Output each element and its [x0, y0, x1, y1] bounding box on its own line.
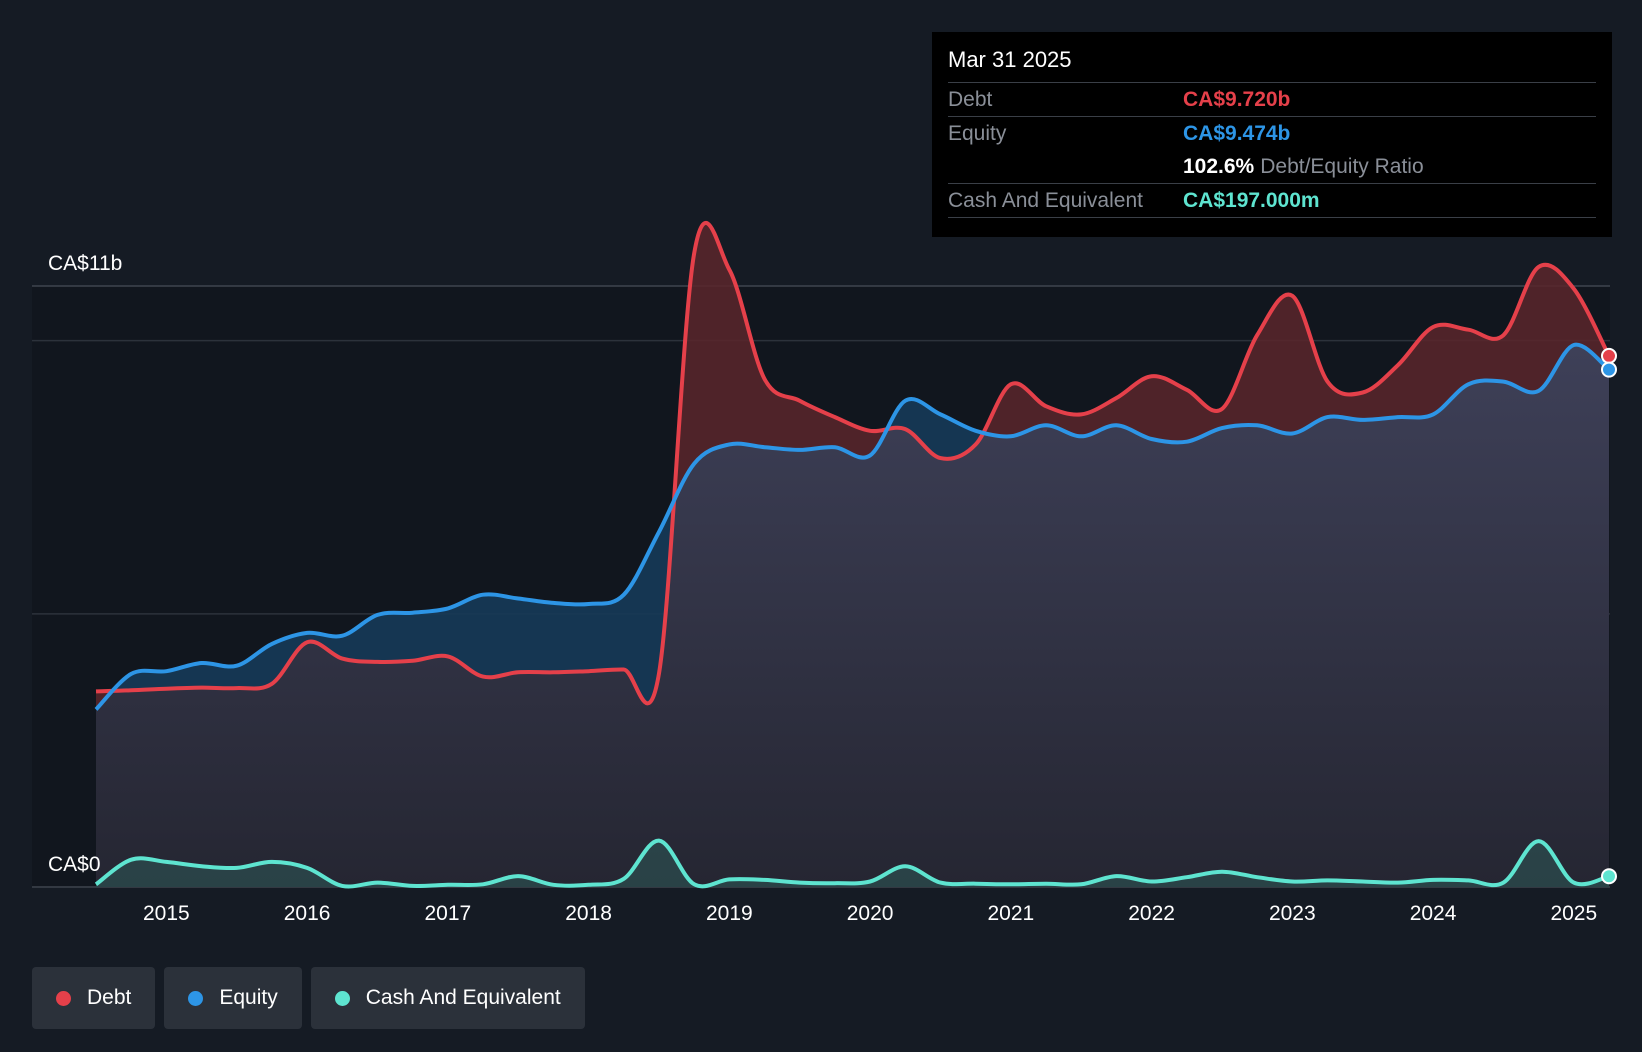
series-areas: [96, 222, 1609, 888]
tooltip-cash-value: CA$197.000m: [1183, 189, 1320, 212]
tooltip-cash-label: Cash And Equivalent: [948, 189, 1143, 212]
tooltip-cash-row: Cash And Equivalent CA$197.000m: [948, 184, 1596, 218]
legend: Debt Equity Cash And Equivalent: [32, 967, 585, 1029]
x-tick-label: 2025: [1550, 902, 1597, 925]
legend-label-debt: Debt: [87, 986, 132, 1009]
x-tick-label: 2015: [143, 902, 190, 925]
legend-dot-equity-icon: [188, 990, 204, 1006]
y-top-label: CA$11b: [48, 252, 122, 275]
legend-dot-debt-icon: [56, 990, 71, 1006]
debt-line: [95, 221, 1611, 706]
tooltip-ratio-label: Debt/Equity Ratio: [1260, 155, 1424, 178]
x-tick-label: 2020: [847, 902, 894, 925]
x-tick-label: 2018: [565, 902, 612, 925]
x-axis-ticks: 2015 2016 2017 2018 2019 2020 2021 2022 2023 2024…: [143, 902, 1597, 925]
cash-area: [96, 840, 1609, 887]
equity-line: [94, 342, 1611, 711]
x-tick-label: 2016: [284, 902, 331, 925]
tooltip-debt-row: Debt CA$9.720b: [948, 83, 1596, 117]
tooltip-debt-value: CA$9.720b: [1183, 88, 1291, 111]
overlap-area: [96, 344, 1609, 887]
series-lines: [94, 221, 1611, 889]
legend-item-cash[interactable]: Cash And Equivalent: [310, 967, 585, 1029]
tooltip-equity-value: CA$9.474b: [1183, 122, 1291, 145]
debt-endpoint: [1601, 347, 1617, 364]
tooltip-ratio-row: 102.6% Debt/Equity Ratio: [948, 150, 1596, 184]
tooltip-equity-row: Equity CA$9.474b: [948, 117, 1596, 150]
cash-line: [94, 838, 1610, 889]
legend-item-equity[interactable]: Equity: [164, 967, 302, 1029]
tooltip-equity-label: Equity: [948, 122, 1007, 145]
tooltip-debt-label: Debt: [948, 88, 993, 111]
legend-dot-cash-icon: [334, 990, 350, 1006]
x-tick-label: 2021: [987, 902, 1034, 925]
x-tick-label: 2022: [1128, 902, 1175, 925]
y-bottom-label: CA$0: [48, 853, 101, 876]
legend-item-debt[interactable]: Debt: [32, 967, 156, 1029]
tooltip-panel: Mar 31 2025 Debt CA$9.720b Equity CA$9.4…: [932, 32, 1612, 237]
tooltip-date: Mar 31 2025: [948, 46, 1596, 83]
legend-label-cash: Cash And Equivalent: [365, 986, 561, 1009]
legend-label-equity: Equity: [219, 986, 278, 1009]
series-endpoints: [1601, 347, 1617, 885]
x-tick-label: 2017: [425, 902, 472, 925]
tooltip-ratio-spacer: [948, 150, 1183, 183]
tooltip-ratio-value: 102.6%: [1183, 155, 1255, 178]
x-tick-label: 2024: [1410, 902, 1457, 925]
equity-endpoint: [1601, 361, 1617, 378]
x-tick-label: 2019: [706, 902, 753, 925]
cash-endpoint: [1601, 868, 1617, 885]
x-tick-label: 2023: [1269, 902, 1316, 925]
